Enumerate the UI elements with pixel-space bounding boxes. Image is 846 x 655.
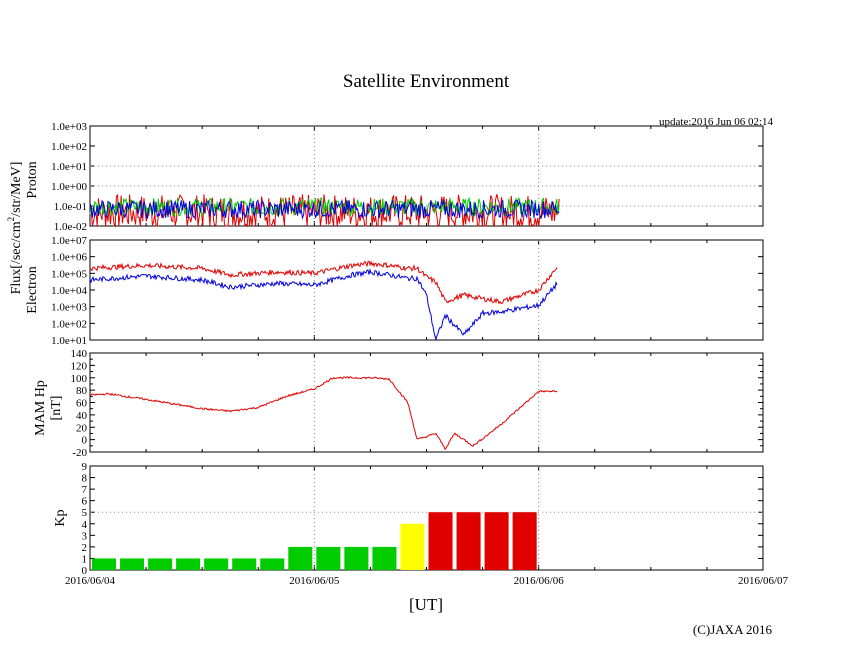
hp-series-red — [90, 376, 558, 451]
proton-axis-label: Proton — [25, 161, 40, 198]
flux-label-sup: 2 — [6, 217, 16, 222]
kp-ytick-label: 5 — [82, 507, 88, 519]
kp-bar — [288, 546, 313, 570]
electron-axis-label: Electron — [25, 266, 40, 313]
kp-bar — [316, 546, 341, 570]
kp-bar — [372, 546, 397, 570]
hp-ytick-label: 20 — [76, 422, 88, 434]
hp-ytick-label: 140 — [71, 348, 88, 360]
kp-bar — [344, 546, 369, 570]
proton-ytick-label: 1.0e+01 — [51, 161, 87, 173]
copyright: (C)JAXA 2016 — [693, 622, 773, 637]
electron-series-blue — [89, 267, 558, 342]
chart-panels: 1.0e-02 1.0e-01 1.0e+00 1.0e+01 1.0e+02 1.0e+… — [51, 121, 788, 587]
kp-ytick-label: 1 — [82, 553, 88, 565]
kp-ytick-label: 6 — [82, 496, 88, 508]
electron-ytick-label: 1.0e+03 — [51, 302, 87, 314]
hp-ytick-label: 120 — [71, 360, 88, 372]
electron-ytick-label: 1.0e+04 — [51, 285, 87, 297]
x-tick-label: 2016/06/05 — [289, 575, 340, 587]
electron-ytick-label: 1.0e+02 — [51, 318, 87, 330]
flux-label-main: Flux[/sec/cm — [9, 221, 24, 294]
kp-ytick-label: 4 — [82, 519, 88, 531]
kp-ytick-label: 0 — [82, 565, 88, 577]
hp-ytick-label: 80 — [76, 385, 88, 397]
electron-frame — [89, 239, 764, 341]
chart-title: Satellite Environment — [343, 71, 510, 92]
kp-axis-label: Kp — [53, 509, 68, 526]
kp-bar — [400, 523, 425, 570]
x-tick-label: 2016/06/06 — [514, 575, 565, 587]
kp-bar — [428, 512, 453, 570]
kp-bar — [484, 512, 509, 570]
electron-ytick-label: 1.0e+05 — [51, 268, 87, 280]
hp-axis-label: MAM Hp — [33, 380, 48, 436]
flux-axis-label: Flux[/sec/cm2/str/MeV] — [6, 162, 24, 295]
hp-ytick-label: 40 — [76, 410, 88, 422]
update-timestamp: update:2016 Jun 06 02:14 — [659, 116, 773, 128]
electron-ytick-label: 1.0e+07 — [51, 235, 87, 247]
kp-bar — [512, 512, 537, 570]
proton-ytick-label: 1.0e+02 — [51, 141, 87, 153]
kp-ytick-label: 3 — [82, 530, 88, 542]
proton-ytick-label: 1.0e+03 — [51, 121, 87, 133]
hp-ytick-label: 0 — [82, 435, 88, 447]
flux-label-tail: /str/MeV] — [9, 162, 24, 217]
kp-ytick-label: 2 — [82, 542, 88, 554]
electron-ytick-label: 1.0e+01 — [51, 335, 87, 347]
hp-unit-label: [nT] — [49, 396, 64, 421]
kp-bar — [120, 558, 145, 570]
electron-series-red — [89, 260, 558, 305]
proton-ytick-label: 1.0e-02 — [54, 221, 87, 233]
kp-bar — [260, 558, 285, 570]
electron-ytick-label: 1.0e+06 — [51, 252, 87, 264]
proton-series-blue — [89, 198, 560, 220]
kp-bar — [148, 558, 173, 570]
proton-ytick-label: 1.0e+00 — [51, 181, 87, 193]
kp-frame — [89, 465, 764, 571]
kp-bar — [92, 558, 117, 570]
kp-ytick-label: 8 — [82, 473, 88, 485]
kp-bar — [232, 558, 257, 570]
kp-ytick-label: 9 — [82, 461, 88, 473]
hp-ytick-label: 100 — [71, 373, 88, 385]
kp-ytick-label: 7 — [82, 484, 88, 496]
kp-bar — [456, 512, 481, 570]
hp-ytick-label: 60 — [76, 398, 88, 410]
x-tick-label: 2016/06/07 — [738, 575, 789, 587]
hp-ytick-label: -20 — [72, 447, 87, 459]
x-axis-label: [UT] — [409, 595, 443, 614]
x-tick-label: 2016/06/04 — [65, 575, 116, 587]
kp-bar — [204, 558, 229, 570]
proton-ytick-label: 1.0e-01 — [54, 201, 87, 213]
kp-bar — [176, 558, 201, 570]
